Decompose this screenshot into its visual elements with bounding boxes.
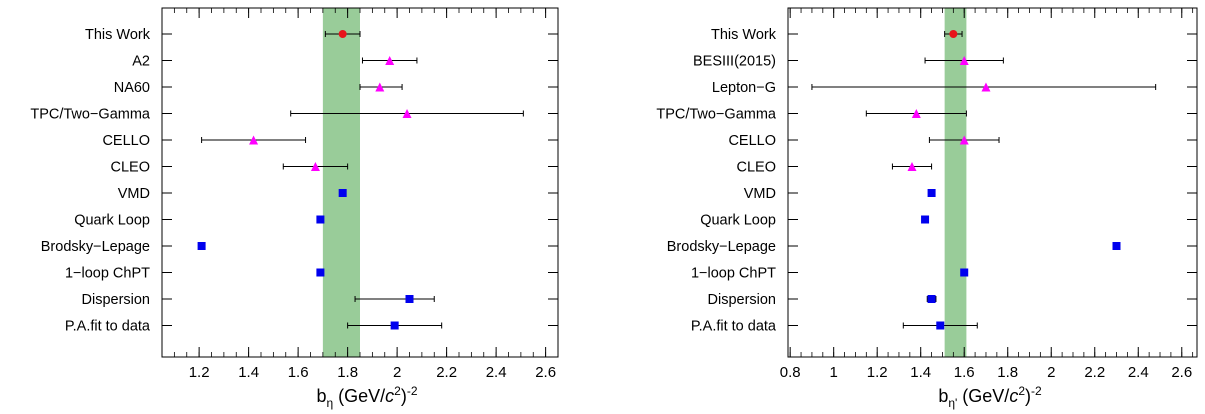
etaprime-panel: bη' (GeV/c2)-2 0.8 1 1.2 1.4 1.6 1.8 2 2.2 2.4 2.… — [656, 7, 1198, 410]
data-point-square — [390, 321, 399, 330]
category-label: P.A.fit to data — [691, 319, 777, 335]
x-tick-label: 2.2 — [436, 364, 457, 381]
category-label: CLEO — [111, 160, 151, 176]
data-point-square — [927, 189, 936, 197]
data-point-square — [927, 295, 936, 303]
data-point-square — [405, 295, 414, 303]
x-tick-label: 0.8 — [780, 364, 801, 381]
data-point-square — [338, 189, 347, 197]
data-point-triangle — [249, 135, 259, 145]
category-label: This Work — [85, 27, 151, 43]
data-point-triangle — [385, 56, 395, 65]
data-point-triangle — [402, 109, 412, 118]
category-label: This Work — [711, 27, 777, 43]
x-tick-label: 2.6 — [1171, 364, 1192, 381]
plot-frame — [787, 7, 1198, 358]
x-tick-label: 1.8 — [997, 364, 1018, 381]
x-tick-label: 1 — [830, 364, 838, 381]
category-label: CLEO — [737, 160, 777, 176]
category-label: CELLO — [728, 133, 776, 149]
category-label: A2 — [132, 54, 150, 70]
category-label: P.A.fit to data — [65, 319, 151, 335]
etaprime-x-axis-title: bη' (GeV/c2)-2 — [938, 384, 1042, 410]
category-label: NA60 — [114, 80, 150, 96]
x-tick-label: 2.6 — [535, 364, 556, 381]
uncertainty-band — [322, 8, 360, 357]
category-label: BESIII(2015) — [693, 54, 776, 70]
category-label: Brodsky−Lepage — [41, 239, 150, 255]
x-tick-label: 2.4 — [1128, 364, 1149, 381]
category-label: TPC/Two−Gamma — [656, 107, 777, 123]
x-tick-label: 2 — [1047, 364, 1055, 381]
category-label: VMD — [118, 186, 150, 202]
eta-panel: bη (GeV/c2)-2 1.2 1.4 1.6 1.8 2 2.2 2.4 2.6 This… — [30, 7, 559, 410]
data-point-triangle — [911, 109, 921, 118]
data-point-triangle — [959, 135, 969, 145]
data-point-triangle — [959, 56, 969, 65]
x-tick-label: 1.4 — [910, 364, 931, 381]
x-tick-label: 2.2 — [1084, 364, 1105, 381]
category-label: 1−loop ChPT — [691, 266, 776, 282]
category-label: Dispersion — [82, 292, 151, 308]
data-point-square — [197, 242, 206, 250]
data-point-square — [316, 215, 325, 224]
category-label: Brodsky−Lepage — [667, 239, 776, 255]
data-point-circle — [338, 30, 347, 38]
category-label: Quark Loop — [700, 213, 776, 229]
x-tick-label: 1.4 — [238, 364, 259, 381]
data-point-square — [960, 268, 969, 277]
data-point-square — [936, 321, 945, 330]
category-label: CELLO — [102, 133, 150, 149]
data-point-triangle — [310, 162, 320, 171]
data-point-circle — [949, 30, 958, 38]
x-tick-label: 1.2 — [189, 364, 210, 381]
eta-x-axis-title: bη (GeV/c2)-2 — [316, 384, 417, 410]
data-point-square — [1112, 242, 1121, 250]
category-label: Lepton−G — [712, 80, 776, 96]
data-point-triangle — [375, 82, 385, 92]
category-label: Quark Loop — [74, 213, 150, 229]
data-point-triangle — [981, 82, 991, 92]
x-tick-label: 1.6 — [954, 364, 975, 381]
category-label: Dispersion — [708, 292, 777, 308]
data-point-square — [316, 268, 325, 277]
category-label: 1−loop ChPT — [65, 266, 150, 282]
category-label: VMD — [744, 186, 776, 202]
x-tick-label: 1.8 — [337, 364, 358, 381]
x-tick-label: 2.4 — [486, 364, 507, 381]
category-label: TPC/Two−Gamma — [30, 107, 151, 123]
x-tick-label: 2 — [393, 364, 401, 381]
data-point-square — [921, 215, 930, 224]
x-tick-label: 1.6 — [288, 364, 309, 381]
x-tick-label: 1.2 — [867, 364, 888, 381]
data-point-triangle — [907, 162, 917, 171]
